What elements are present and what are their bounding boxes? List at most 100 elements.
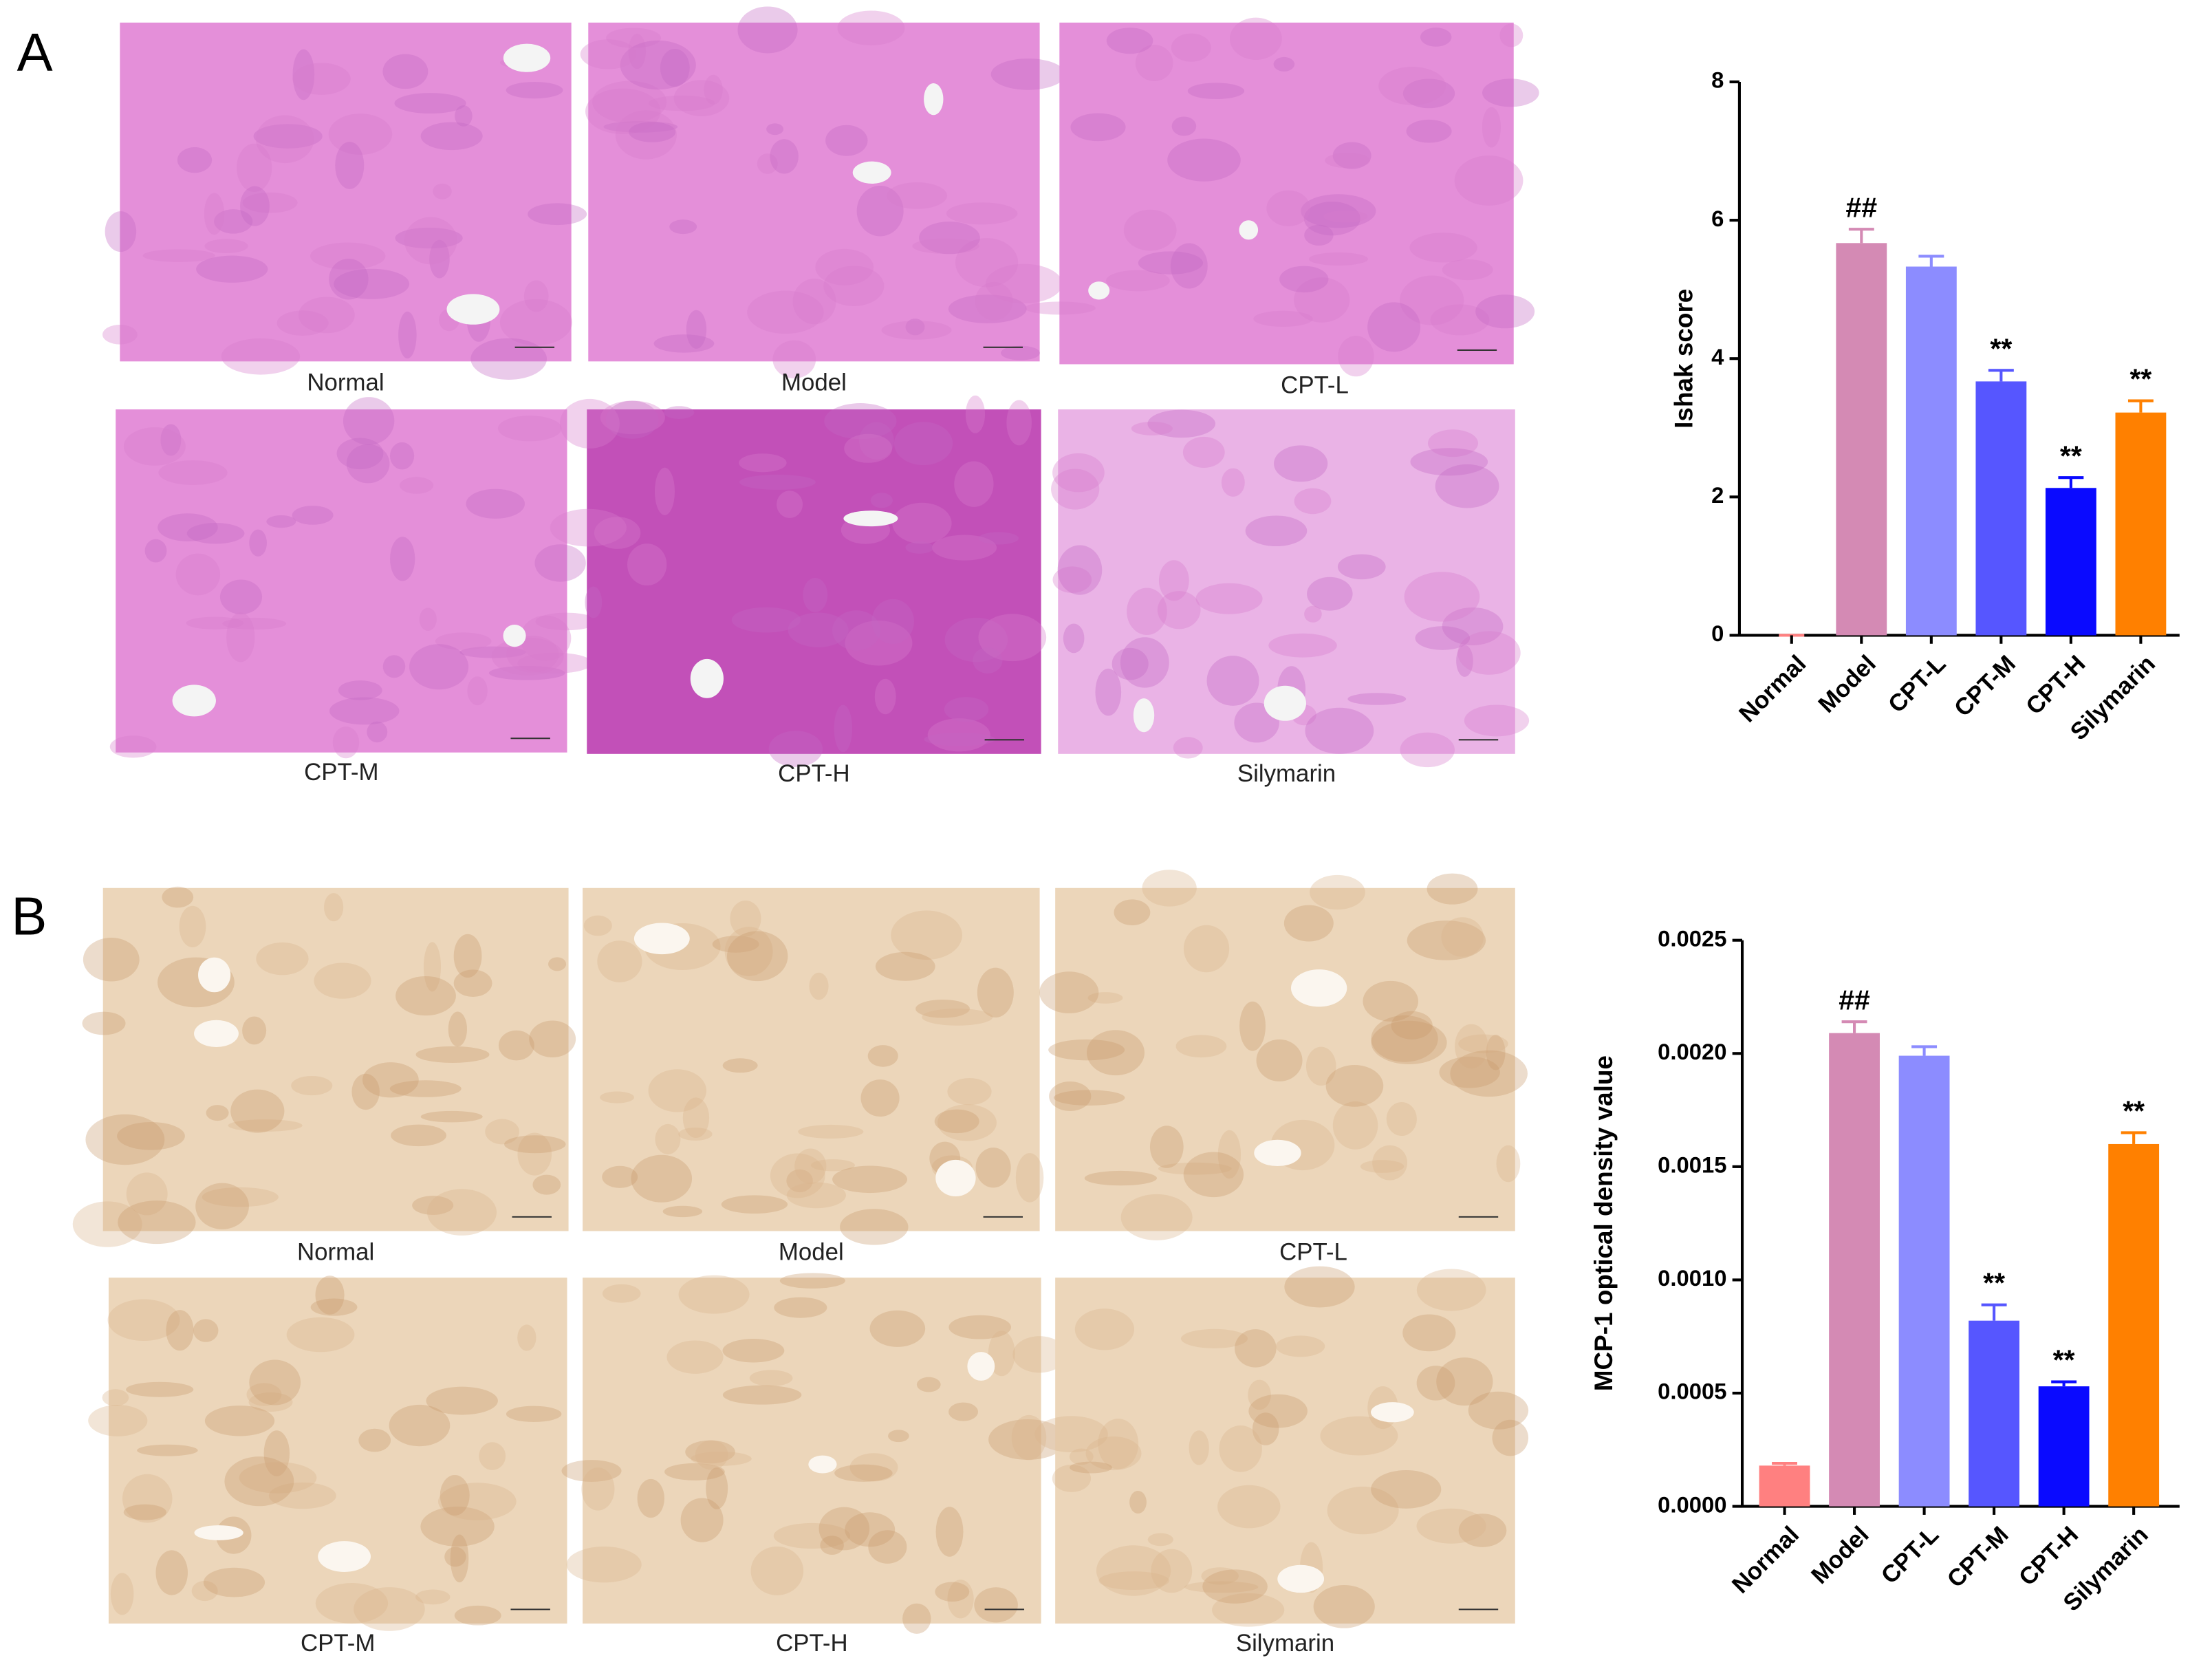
tissue-texture [602, 1165, 638, 1188]
tissue-texture [1096, 1545, 1171, 1596]
tissue-texture [1320, 1416, 1398, 1456]
tissue-texture [83, 938, 140, 982]
image-caption: Model [781, 369, 847, 396]
tissue-texture [1106, 270, 1170, 292]
tissue-texture [1171, 33, 1211, 62]
tissue-texture [779, 1273, 845, 1289]
tissue-texture [1310, 874, 1365, 910]
tissue-texture [354, 1587, 425, 1631]
tissue-texture [915, 999, 970, 1018]
tissue-texture [1069, 1448, 1094, 1465]
error-bar [1772, 1461, 1797, 1466]
tissue-texture [1187, 83, 1245, 100]
tissue-texture [905, 319, 925, 336]
tissue-texture [603, 121, 678, 133]
tissue-texture [580, 39, 637, 69]
y-tick-label: 0.0010 [1658, 1265, 1726, 1291]
tissue-texture [429, 239, 450, 279]
tissue-texture [1427, 873, 1478, 905]
tissue-texture [1410, 448, 1488, 476]
tissue-texture [1416, 1269, 1486, 1311]
tissue-texture [453, 934, 482, 978]
tissue-texture [420, 1506, 495, 1547]
tissue-texture [1039, 971, 1099, 1013]
tissue-texture [419, 607, 437, 631]
tissue-texture [532, 1174, 561, 1195]
tissue-texture [978, 614, 1047, 662]
tissue-texture [730, 900, 761, 937]
error-bar [1848, 228, 1874, 244]
tissue-texture [739, 453, 787, 473]
tissue-texture [1248, 1379, 1271, 1410]
tissue-texture [585, 88, 661, 135]
tissue-texture [695, 1440, 728, 1470]
panel-label: A [17, 22, 53, 83]
tissue-texture [336, 438, 384, 470]
tissue-texture [391, 1124, 446, 1147]
tissue-texture [485, 1119, 519, 1145]
tissue-texture [1086, 1030, 1145, 1076]
tissue-texture [1304, 605, 1322, 623]
significance-label: ** [2060, 440, 2082, 471]
tissue-texture [523, 280, 549, 312]
bar [1898, 1055, 1950, 1507]
tissue-texture [1173, 737, 1203, 759]
tissue-texture [669, 219, 697, 235]
tissue-texture [1430, 304, 1490, 336]
tissue-texture [974, 1587, 1018, 1623]
tissue-texture [774, 1297, 827, 1318]
tissue-texture [1360, 1160, 1405, 1173]
tissue-texture [1407, 920, 1486, 960]
tissue-texture [902, 1603, 931, 1634]
tissue-texture [253, 124, 323, 149]
tissue-texture [466, 488, 525, 519]
tissue-texture [1266, 190, 1311, 226]
tissue-texture [310, 1298, 358, 1316]
tissue-texture [766, 123, 784, 136]
tissue-texture [1486, 1035, 1506, 1070]
tissue-texture [655, 1123, 681, 1154]
tissue-texture [123, 427, 186, 466]
tissue-texture [122, 1474, 173, 1523]
tissue-texture [606, 28, 662, 48]
panel-label: B [11, 886, 47, 947]
tissue-texture [916, 1377, 941, 1392]
tissue-texture [195, 1183, 249, 1229]
tissue-texture [1400, 275, 1464, 325]
tissue-texture [266, 515, 296, 528]
tissue-texture [1085, 1436, 1142, 1471]
tissue-texture [749, 1370, 793, 1387]
tissue-texture [109, 735, 157, 758]
tissue-texture [202, 1187, 279, 1207]
tissue-texture [550, 508, 627, 547]
tissue-texture [786, 1182, 846, 1209]
tissue-texture [770, 1153, 825, 1198]
tissue-texture [1456, 645, 1473, 677]
tissue-texture [973, 647, 1003, 674]
tissue-texture [315, 1583, 389, 1624]
bar [1969, 1320, 2020, 1507]
tissue-texture [1404, 572, 1480, 622]
tissue-texture [1195, 583, 1263, 614]
tissue-texture [1052, 1465, 1092, 1492]
tissue-texture [934, 1109, 979, 1134]
tissue-texture [1015, 1153, 1044, 1203]
vessel [1290, 969, 1347, 1007]
tissue-texture [237, 143, 272, 192]
tissue-texture [1171, 116, 1197, 136]
tissue-texture [1450, 1050, 1528, 1097]
tissue-texture [772, 340, 816, 378]
tissue-texture [399, 477, 434, 494]
tissue-texture [162, 886, 194, 908]
tissue-texture [773, 1522, 851, 1549]
tissue-texture [268, 1482, 336, 1509]
tissue-texture [1409, 233, 1477, 263]
tissue-texture [395, 976, 456, 1016]
tissue-texture [488, 665, 565, 680]
tissue-texture [881, 321, 952, 340]
vessel [1254, 1139, 1301, 1167]
tissue-texture [948, 1402, 979, 1421]
y-tick-label: 6 [1711, 206, 1724, 231]
tissue-texture [117, 1121, 185, 1150]
error-bar [1911, 1045, 1938, 1056]
